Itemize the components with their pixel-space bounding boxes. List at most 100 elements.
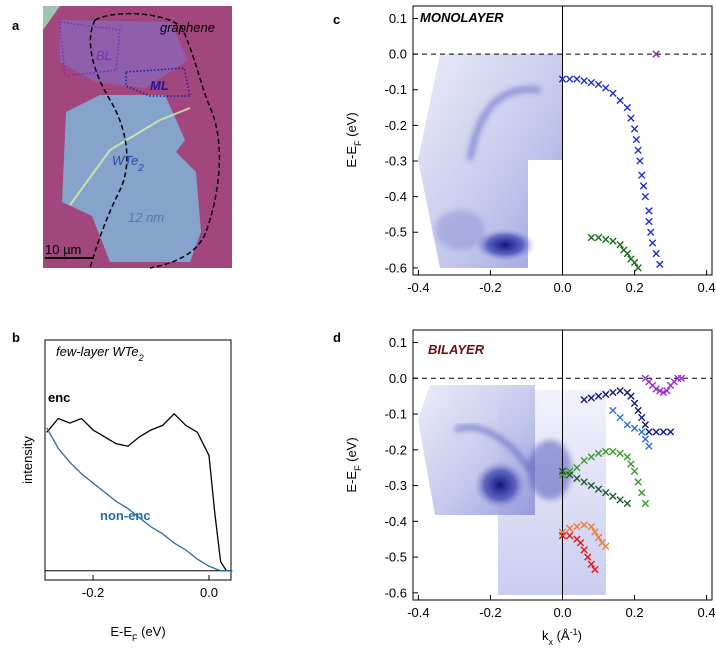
x-tick-label: -0.2	[479, 605, 501, 620]
panel-label: a	[12, 18, 20, 33]
y-tick-label: 0.1	[389, 11, 407, 26]
marker	[632, 135, 641, 144]
marker	[616, 96, 624, 105]
marker	[609, 237, 617, 245]
text-part: F	[353, 140, 363, 146]
marker	[630, 424, 639, 433]
marker	[594, 392, 603, 400]
text-part: k	[542, 628, 549, 643]
x-tick-label: 0.0	[553, 280, 571, 295]
marker	[645, 442, 653, 450]
marker	[630, 125, 639, 133]
marker	[602, 390, 610, 399]
marker	[558, 75, 567, 83]
marker	[587, 560, 596, 568]
y-tick-label: -0.1	[385, 82, 407, 97]
marker	[638, 489, 646, 497]
x-tick-label: -0.4	[407, 280, 429, 295]
y-tick-label: 0.0	[389, 47, 407, 62]
chart-title: BILAYER	[428, 342, 485, 357]
y-axis-label: E-EF (eV)	[344, 437, 363, 492]
marker	[634, 406, 642, 415]
y-tick-label: 0.0	[389, 371, 407, 386]
marker	[639, 182, 648, 190]
ml-label: ML	[150, 78, 169, 93]
graphene-label: graphene	[160, 20, 215, 35]
plot-frame	[412, 5, 713, 276]
panel-label: b	[12, 330, 20, 345]
y-tick-label: -0.5	[385, 225, 407, 240]
marker	[580, 456, 588, 465]
panel-label: c	[333, 12, 340, 27]
text-part: E-E	[344, 471, 359, 493]
marker	[602, 447, 610, 456]
text-part: x	[549, 637, 554, 647]
scale-bar-label: 10 µm	[45, 242, 81, 257]
marker	[602, 489, 610, 497]
y-tick-label: 0.1	[389, 335, 407, 350]
plot-frame	[44, 339, 232, 581]
marker	[634, 264, 642, 272]
marker	[659, 388, 668, 397]
marker	[656, 387, 664, 395]
marker	[627, 460, 635, 468]
line-series	[46, 412, 233, 572]
text-part: (eV)	[344, 437, 359, 465]
marker	[591, 565, 599, 574]
marker	[616, 241, 624, 249]
x-tick-label: 0.4	[698, 280, 716, 295]
marker	[594, 449, 603, 458]
y-tick-label: -0.3	[385, 478, 407, 493]
text-part: 2	[138, 353, 144, 363]
marker	[558, 467, 567, 475]
marker	[645, 428, 653, 436]
marker	[638, 171, 646, 179]
marker	[623, 499, 632, 508]
marker	[645, 217, 653, 226]
wte2-label: WTe2	[112, 153, 144, 174]
marker	[652, 50, 660, 58]
text-part: E-E	[110, 624, 132, 639]
arpes-image	[418, 385, 606, 595]
marker	[587, 522, 596, 531]
micrograph: graphene BL ML WTe2 12 nm 10 µm	[43, 6, 232, 269]
marker	[594, 533, 603, 542]
y-tick-label: -0.6	[385, 260, 407, 275]
marker	[594, 233, 603, 242]
marker	[638, 428, 646, 436]
marker	[630, 467, 639, 475]
marker	[587, 453, 596, 461]
panel-label: d	[333, 330, 341, 345]
text-part: )	[578, 628, 582, 643]
text-part: F	[132, 633, 138, 643]
marker	[587, 394, 596, 402]
x-tick-label: 0.0	[200, 585, 218, 600]
marker	[609, 89, 617, 97]
y-tick-label: -0.2	[385, 118, 407, 133]
y-tick-label: -0.4	[385, 189, 407, 204]
marker	[580, 396, 588, 404]
marker	[630, 399, 639, 408]
chart-title: few-layer WTe2	[56, 344, 144, 363]
marker	[652, 428, 660, 436]
marker	[656, 260, 664, 269]
marker	[573, 522, 581, 531]
marker	[609, 447, 617, 456]
x-tick-label: 0.2	[626, 605, 644, 620]
marker	[634, 146, 642, 154]
marker	[591, 528, 599, 536]
plot-frame	[412, 329, 713, 601]
marker	[587, 78, 596, 87]
marker	[666, 428, 675, 436]
marker	[641, 421, 650, 429]
x-tick-label: -0.4	[407, 605, 429, 620]
marker	[641, 435, 650, 443]
marker	[616, 496, 624, 504]
y-tick-label: -0.5	[385, 550, 407, 565]
marker	[609, 388, 617, 397]
wte2-flake	[62, 95, 201, 262]
x-axis-label: kx (Å-1)	[542, 627, 582, 647]
marker	[627, 392, 635, 400]
x-tick-label: 0.0	[553, 605, 571, 620]
